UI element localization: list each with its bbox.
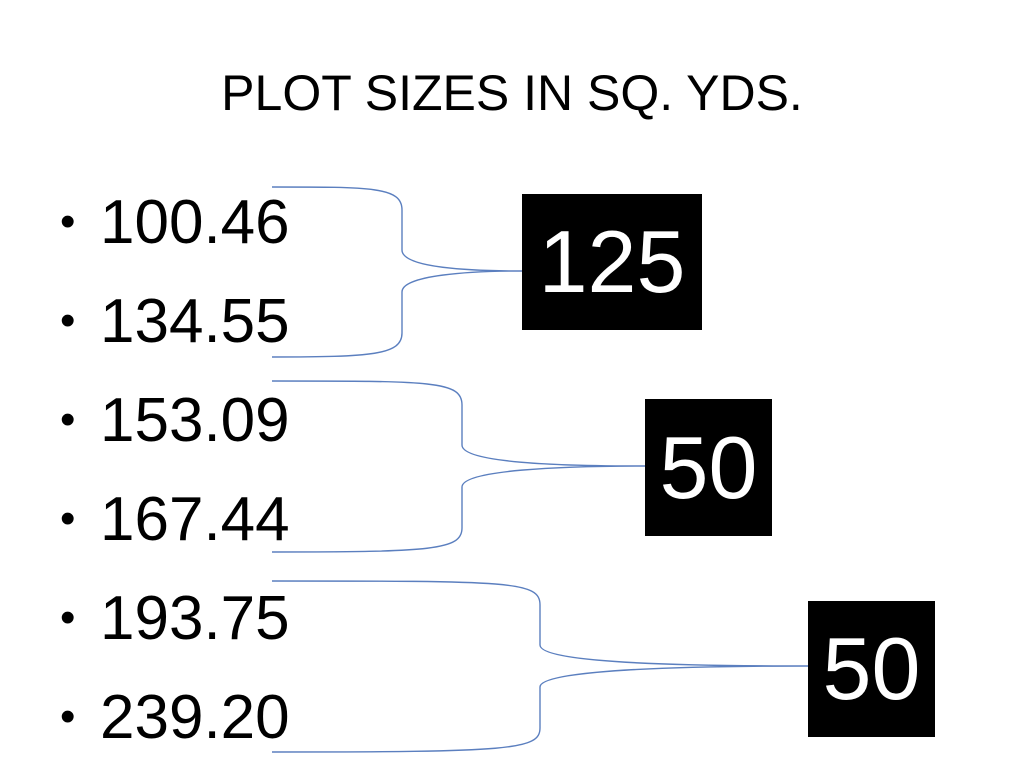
plot-size-value: 167.44 <box>100 484 290 554</box>
plot-size-value: 193.75 <box>100 583 290 653</box>
bullet-icon: • <box>60 296 76 345</box>
list-item: • 153.09 <box>60 385 290 455</box>
plot-size-value: 100.46 <box>100 187 290 257</box>
interval-box-1: 125 <box>522 194 702 330</box>
plot-size-value: 153.09 <box>100 385 290 455</box>
list-item: • 193.75 <box>60 583 290 653</box>
page-title: PLOT SIZES IN SQ. YDS. <box>221 65 803 121</box>
list-item: • 134.55 <box>60 286 290 356</box>
bullet-icon: • <box>60 692 76 741</box>
list-item: • 167.44 <box>60 484 290 554</box>
plot-size-value: 134.55 <box>100 286 290 356</box>
bracket-connector-2 <box>271 380 646 553</box>
bullet-icon: • <box>60 395 76 444</box>
plot-size-value: 239.20 <box>100 682 290 752</box>
bullet-icon: • <box>60 197 76 246</box>
bracket-connector-1 <box>271 186 523 358</box>
list-item: • 239.20 <box>60 682 290 752</box>
bracket-connector-3 <box>271 580 809 753</box>
bullet-icon: • <box>60 494 76 543</box>
interval-box-2: 50 <box>645 399 772 536</box>
bullet-icon: • <box>60 593 76 642</box>
interval-box-3: 50 <box>808 601 935 737</box>
list-item: • 100.46 <box>60 187 290 257</box>
plot-size-list: • 100.46 • 134.55 • 153.09 • 167.44 • 19… <box>60 0 320 759</box>
